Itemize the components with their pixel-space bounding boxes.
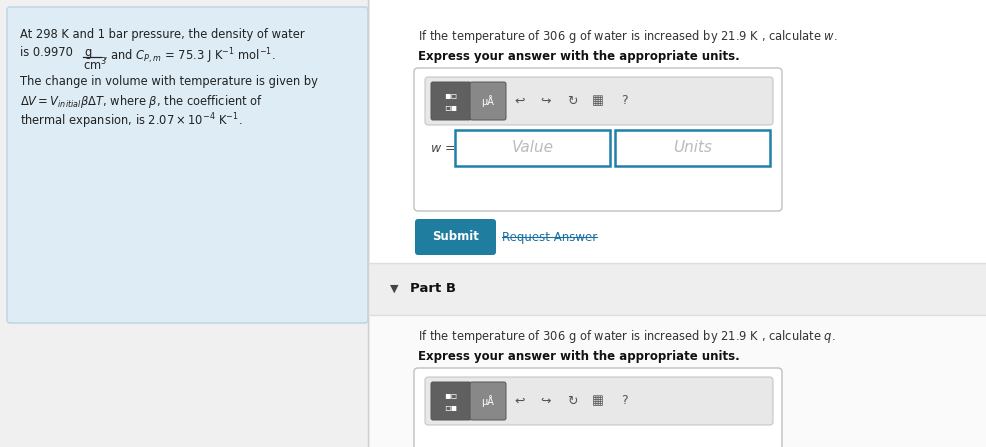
Text: Express your answer with the appropriate units.: Express your answer with the appropriate… xyxy=(418,50,740,63)
Bar xyxy=(370,0,986,447)
Text: Units: Units xyxy=(673,140,712,156)
FancyBboxPatch shape xyxy=(7,7,368,323)
Text: ▪▫
▫▪: ▪▫ ▫▪ xyxy=(445,90,458,112)
FancyBboxPatch shape xyxy=(431,82,471,120)
Bar xyxy=(370,315,986,447)
FancyBboxPatch shape xyxy=(470,382,506,420)
Text: is 0.9970: is 0.9970 xyxy=(20,46,77,59)
Text: ?: ? xyxy=(621,94,627,107)
Text: At 298 K and 1 bar pressure, the density of water: At 298 K and 1 bar pressure, the density… xyxy=(20,28,305,41)
Text: ▼: ▼ xyxy=(390,284,398,294)
Text: μÅ: μÅ xyxy=(481,95,494,107)
Text: ↪: ↪ xyxy=(540,94,551,107)
Text: If the temperature of 306 g of water is increased by 21.9 K , calculate $w$.: If the temperature of 306 g of water is … xyxy=(418,28,838,45)
FancyBboxPatch shape xyxy=(425,77,773,125)
Text: The change in volume with temperature is given by: The change in volume with temperature is… xyxy=(20,75,317,88)
FancyBboxPatch shape xyxy=(431,382,471,420)
FancyBboxPatch shape xyxy=(414,368,782,447)
Text: ▦: ▦ xyxy=(593,395,603,408)
Text: Part B: Part B xyxy=(410,283,456,295)
Text: , and $C_{P,m}$ = 75.3 J K$^{-1}$ mol$^{-1}$.: , and $C_{P,m}$ = 75.3 J K$^{-1}$ mol$^{… xyxy=(103,46,276,66)
Text: cm$^3$: cm$^3$ xyxy=(83,57,107,74)
FancyBboxPatch shape xyxy=(415,219,496,255)
Text: ↩: ↩ xyxy=(515,395,526,408)
FancyBboxPatch shape xyxy=(470,82,506,120)
Bar xyxy=(370,263,986,315)
Bar xyxy=(615,130,770,166)
Text: ▪▫
▫▪: ▪▫ ▫▪ xyxy=(445,390,458,412)
Text: Value: Value xyxy=(512,140,553,156)
FancyBboxPatch shape xyxy=(414,68,782,211)
Bar xyxy=(455,130,610,166)
Text: ↪: ↪ xyxy=(540,395,551,408)
Text: ?: ? xyxy=(621,395,627,408)
Text: $\Delta V = V_{initial}\beta\Delta T$, where $\beta$, the coefficient of: $\Delta V = V_{initial}\beta\Delta T$, w… xyxy=(20,93,263,110)
Text: Request Answer: Request Answer xyxy=(502,231,598,244)
Text: ↻: ↻ xyxy=(567,395,577,408)
Text: ↩: ↩ xyxy=(515,94,526,107)
Text: ↻: ↻ xyxy=(567,94,577,107)
Text: μÅ: μÅ xyxy=(481,395,494,407)
Text: Express your answer with the appropriate units.: Express your answer with the appropriate… xyxy=(418,350,740,363)
Text: thermal expansion, is $2.07 \times 10^{-4}$ K$^{-1}$.: thermal expansion, is $2.07 \times 10^{-… xyxy=(20,111,243,131)
Text: ▦: ▦ xyxy=(593,94,603,107)
Text: If the temperature of 306 g of water is increased by 21.9 K , calculate $q$.: If the temperature of 306 g of water is … xyxy=(418,328,836,345)
Text: Submit: Submit xyxy=(432,231,479,244)
Text: g: g xyxy=(84,46,92,59)
FancyBboxPatch shape xyxy=(425,377,773,425)
Text: $w$ =: $w$ = xyxy=(430,142,456,155)
